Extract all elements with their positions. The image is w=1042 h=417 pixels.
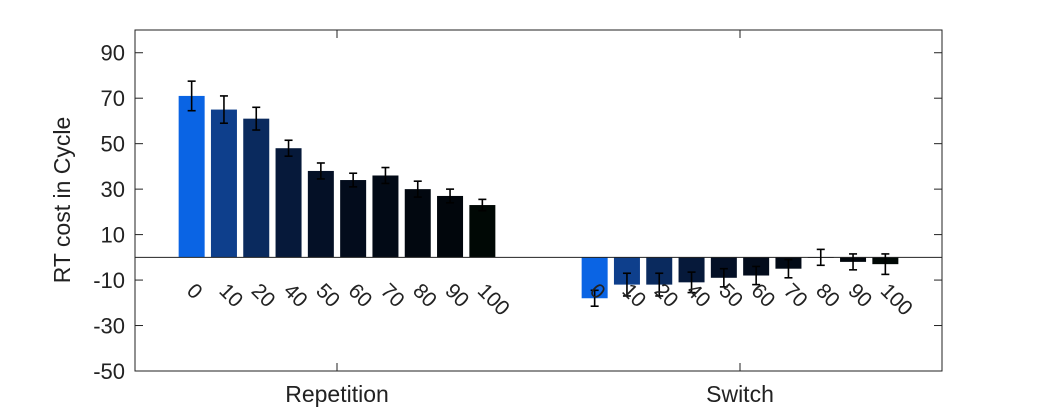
error-bars-layer — [187, 80, 890, 308]
bar — [710, 257, 737, 278]
y-tick-label: 10 — [101, 223, 125, 248]
bar — [178, 95, 205, 258]
y-tick-label: -30 — [93, 314, 125, 339]
y-tick-label: 70 — [101, 86, 125, 111]
bar — [469, 205, 496, 258]
bar — [372, 175, 399, 258]
bar — [275, 148, 302, 258]
y-axis-label: RT cost in Cycle — [49, 117, 75, 284]
group-labels: Repetition Switch — [285, 381, 774, 407]
bar — [243, 118, 270, 258]
y-tick-label: -50 — [93, 359, 125, 384]
group-label: Switch — [706, 381, 774, 407]
bar — [307, 170, 334, 258]
bar — [210, 109, 237, 258]
group-label: Repetition — [285, 381, 389, 407]
y-axis-ticks: 90 70 50 30 10 -10 -30 -50 — [93, 41, 942, 384]
bars-layer — [178, 95, 899, 299]
bar — [437, 195, 464, 258]
plot-area — [134, 29, 943, 372]
y-tick-label: 30 — [101, 177, 125, 202]
bar — [340, 180, 367, 258]
y-tick-label: -10 — [93, 268, 125, 293]
bar — [404, 189, 431, 258]
y-tick-label: 50 — [101, 132, 125, 157]
y-tick-label: 90 — [101, 41, 125, 66]
